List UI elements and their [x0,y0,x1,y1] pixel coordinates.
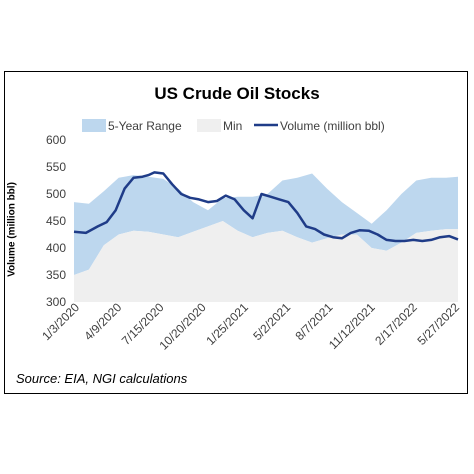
legend: 5-Year Range Min Volume (million bbl) [82,119,385,133]
y-axis: 300 350 400 450 500 550 600 [46,133,66,309]
x-tick-label: 4/9/2020 [81,300,124,343]
y-tick-label: 300 [46,295,66,309]
x-tick-label: 2/17/2022 [372,300,420,348]
y-tick-label: 600 [46,133,66,147]
y-tick-label: 550 [46,160,66,174]
x-tick-label: 5/2/2021 [250,300,293,343]
y-tick-label: 450 [46,214,66,228]
y-tick-label: 400 [46,241,66,255]
source-note: Source: EIA, NGI calculations [16,371,188,386]
volume-line [73,171,459,243]
min-area [74,221,458,302]
volume-line-layer [73,171,459,243]
y-axis-label: Volume (million bbl) [6,182,18,277]
chart-title: US Crude Oil Stocks [154,84,320,103]
legend-label-min: Min [223,119,242,133]
y-tick-label: 500 [46,187,66,201]
legend-swatch-range [82,119,106,132]
range-band-layer [74,173,458,275]
x-tick-label: 1/25/2021 [203,300,251,348]
x-axis: 1/3/2020 4/9/20207/15/202010/20/20201/25/… [39,300,462,353]
legend-label-volume: Volume (million bbl) [280,119,385,133]
x-tick-label: 8/7/2021 [293,300,336,343]
y-tick-label: 350 [46,268,66,282]
x-tick-label: 11/12/2021 [326,300,378,352]
legend-swatch-min [197,119,221,132]
x-tick-label: 5/27/2022 [414,300,462,348]
min-area-layer [74,221,458,302]
legend-label-range: 5-Year Range [108,119,182,133]
range-band [74,173,458,275]
